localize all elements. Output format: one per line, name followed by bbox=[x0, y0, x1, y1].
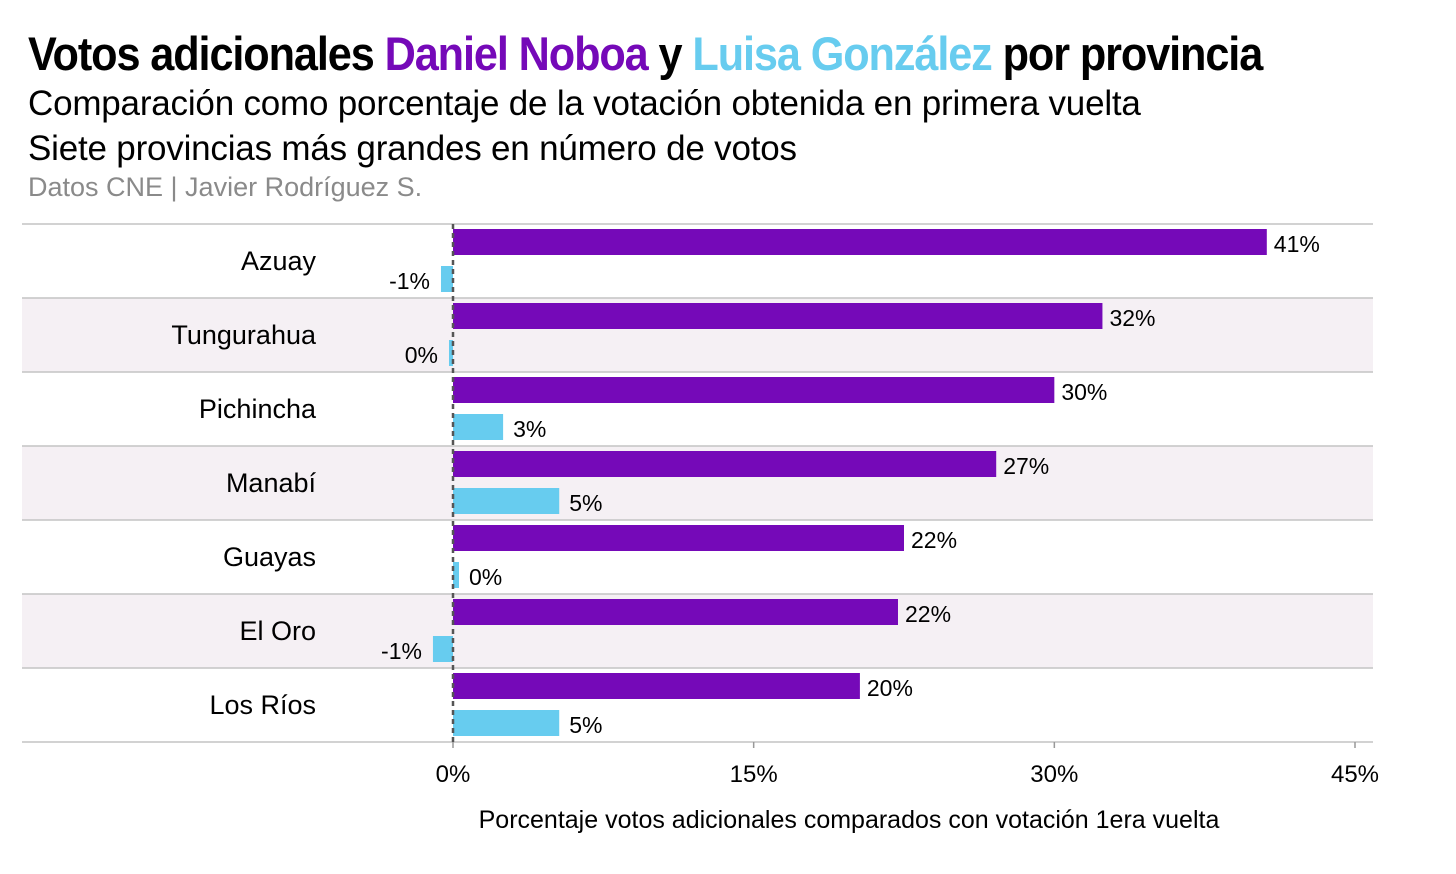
bar-noboa bbox=[453, 673, 860, 699]
category-label: Azuay bbox=[241, 246, 317, 276]
row-rules bbox=[22, 223, 1373, 743]
source-credit: Datos CNE | Javier Rodríguez S. bbox=[28, 172, 423, 202]
title-noboa: Daniel Noboa bbox=[384, 27, 649, 80]
bar-noboa bbox=[453, 525, 904, 551]
value-label-noboa: 27% bbox=[1003, 453, 1049, 479]
title-part1: Votos adicionales bbox=[28, 27, 385, 80]
x-axis: 0% 15% 30% 45% Porcentaje votos adicionales … bbox=[436, 742, 1379, 834]
category-label: Guayas bbox=[223, 542, 316, 572]
x-tick-label: 45% bbox=[1331, 761, 1379, 788]
bar-noboa bbox=[453, 229, 1267, 255]
value-label-gonzalez: 0% bbox=[469, 564, 502, 590]
bar-gonzalez bbox=[453, 414, 504, 440]
x-tick-label: 0% bbox=[436, 761, 471, 788]
title-y: y bbox=[647, 27, 693, 80]
bar-noboa bbox=[453, 303, 1103, 329]
value-label-gonzalez: 3% bbox=[513, 416, 546, 442]
subtitle-line1: Comparación como porcentaje de la votaci… bbox=[28, 84, 1141, 123]
bar-gonzalez bbox=[432, 636, 453, 662]
value-label-gonzalez: 5% bbox=[569, 490, 602, 516]
x-tick-label: 15% bbox=[730, 761, 778, 788]
value-label-noboa: 20% bbox=[867, 675, 913, 701]
bar-gonzalez bbox=[453, 710, 560, 736]
category-label: Manabí bbox=[226, 468, 317, 498]
bar-gonzalez bbox=[448, 340, 453, 366]
bar-noboa bbox=[453, 377, 1055, 403]
bars bbox=[432, 229, 1267, 736]
value-label-gonzalez: 0% bbox=[405, 342, 438, 368]
bar-gonzalez bbox=[453, 488, 560, 514]
value-label-noboa: 30% bbox=[1061, 379, 1107, 405]
value-label-gonzalez: -1% bbox=[389, 268, 430, 294]
labels: Azuay 41% -1% Tungurahua 32% 0% Pichincha 30% 3%… bbox=[171, 231, 1319, 738]
value-label-gonzalez: 5% bbox=[569, 712, 602, 738]
category-label: Los Ríos bbox=[209, 690, 316, 720]
bar-gonzalez bbox=[453, 562, 460, 588]
category-label: El Oro bbox=[239, 616, 316, 646]
category-label: Pichincha bbox=[199, 394, 317, 424]
bar-gonzalez bbox=[440, 266, 453, 292]
subtitle-line2: Siete provincias más grandes en número d… bbox=[28, 129, 797, 168]
value-label-noboa: 32% bbox=[1109, 305, 1155, 331]
title-part2: por provincia bbox=[991, 27, 1264, 80]
x-tick-label: 30% bbox=[1030, 761, 1078, 788]
row-bands bbox=[22, 298, 1373, 668]
title-gonzalez: Luisa González bbox=[692, 27, 992, 80]
category-label: Tungurahua bbox=[171, 320, 317, 350]
bar-noboa bbox=[453, 451, 997, 477]
value-label-noboa: 41% bbox=[1274, 231, 1320, 257]
value-label-gonzalez: -1% bbox=[381, 638, 422, 664]
chart-title: Votos adicionales Daniel Noboa y Luisa G… bbox=[28, 26, 1264, 81]
x-axis-title: Porcentaje votos adicionales comparados … bbox=[479, 806, 1220, 834]
value-label-noboa: 22% bbox=[911, 527, 957, 553]
value-label-noboa: 22% bbox=[905, 601, 951, 627]
bar-noboa bbox=[453, 599, 898, 625]
